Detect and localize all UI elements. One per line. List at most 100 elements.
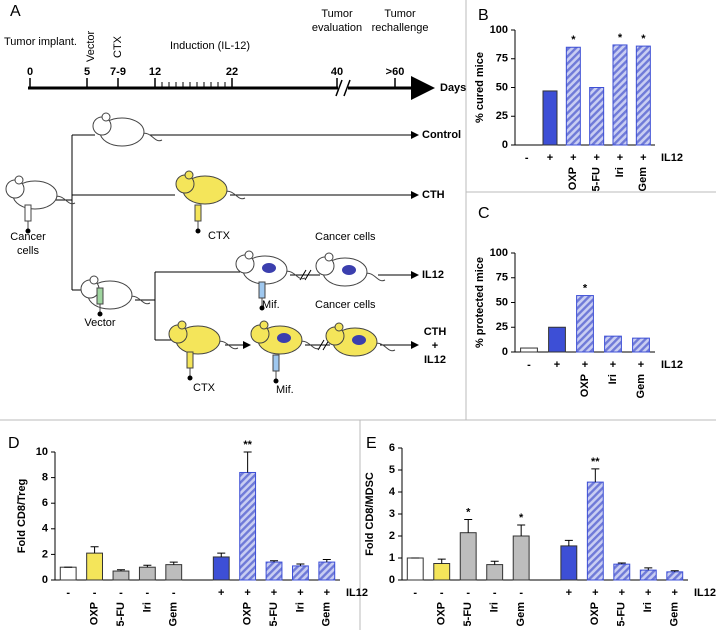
bar bbox=[86, 552, 103, 581]
y-tick-label: 6 bbox=[42, 497, 48, 509]
y-tick-label: 0 bbox=[502, 139, 508, 151]
bar bbox=[548, 326, 566, 353]
bar bbox=[265, 561, 283, 581]
il12-label: IL12 bbox=[694, 587, 716, 599]
y-tick-label: 0 bbox=[502, 346, 508, 358]
mouse bbox=[235, 250, 306, 285]
y-axis-label: % cured mice bbox=[474, 52, 486, 123]
x-tick-label: Iri bbox=[141, 602, 153, 612]
x-tick-label: 5-FU bbox=[616, 602, 628, 627]
mouse bbox=[250, 320, 321, 355]
event-label: Tumor bbox=[321, 8, 353, 20]
arm-label: CTH bbox=[424, 326, 447, 338]
bar bbox=[639, 569, 657, 581]
tumor bbox=[262, 263, 276, 273]
x-tick-label: OXP bbox=[242, 602, 254, 625]
y-tick-label: 50 bbox=[496, 296, 508, 308]
event-label: Tumor bbox=[384, 8, 416, 20]
timeline-tick-label: 40 bbox=[331, 66, 343, 78]
bar bbox=[486, 564, 504, 581]
diagram: A Tumor implant. Vector CTX Induction (I… bbox=[4, 3, 466, 396]
significance: * bbox=[519, 512, 524, 524]
mouse bbox=[325, 322, 396, 357]
arm-label: + bbox=[432, 340, 438, 352]
bar bbox=[239, 471, 257, 581]
x-tick-label: 5-FU bbox=[591, 167, 603, 192]
y-axis-label: % protected mice bbox=[474, 257, 486, 348]
il12-sign: + bbox=[324, 587, 330, 599]
syringe-barrel bbox=[258, 281, 266, 299]
il12-label: IL12 bbox=[661, 359, 683, 371]
mouse bbox=[168, 320, 239, 355]
il12-sign: + bbox=[218, 587, 224, 599]
il12-sign: - bbox=[527, 359, 531, 371]
il12-sign: + bbox=[582, 359, 588, 371]
il12-sign: - bbox=[413, 587, 417, 599]
y-tick-label: 4 bbox=[389, 486, 396, 498]
y-tick-label: 10 bbox=[36, 446, 48, 458]
significance: * bbox=[618, 32, 623, 44]
x-tick-label: Gem bbox=[669, 602, 681, 627]
y-tick-label: 5 bbox=[389, 464, 395, 476]
il12-sign: + bbox=[640, 152, 646, 164]
error-bar bbox=[490, 560, 499, 565]
il12-sign: - bbox=[466, 587, 470, 599]
il12-sign: - bbox=[440, 587, 444, 599]
timeline-tick-label: 22 bbox=[226, 66, 238, 78]
il12-sign: - bbox=[119, 587, 123, 599]
syringe-barrel bbox=[194, 204, 202, 222]
il12-sign: + bbox=[570, 152, 576, 164]
bar bbox=[612, 44, 628, 146]
y-tick-label: 6 bbox=[389, 442, 395, 454]
il12-sign: - bbox=[172, 587, 176, 599]
mouse-ear bbox=[324, 252, 334, 262]
significance: * bbox=[466, 506, 471, 518]
mouse-ear bbox=[177, 320, 187, 330]
y-tick-label: 25 bbox=[496, 110, 508, 122]
il12-sign: + bbox=[672, 587, 678, 599]
significance: ** bbox=[243, 439, 252, 451]
il12-sign: - bbox=[525, 152, 529, 164]
node-label: Cancer cells bbox=[315, 231, 376, 243]
x-tick-label: OXP bbox=[589, 602, 601, 625]
il12-sign: - bbox=[519, 587, 523, 599]
node-label: Cancer bbox=[10, 231, 46, 243]
event-label: evaluation bbox=[312, 22, 362, 34]
x-tick-label: 5-FU bbox=[115, 602, 127, 627]
node-label: Cancer cells bbox=[315, 299, 376, 311]
il12-label: IL12 bbox=[346, 587, 368, 599]
syringe-barrel bbox=[24, 204, 32, 222]
axis-label: Days bbox=[440, 82, 466, 94]
bar bbox=[560, 545, 578, 581]
bar bbox=[589, 87, 605, 146]
error-bar bbox=[437, 558, 446, 564]
il12-sign: + bbox=[610, 359, 616, 371]
y-tick-label: 8 bbox=[42, 472, 48, 484]
panel-label: E bbox=[366, 435, 377, 452]
significance: ** bbox=[591, 456, 600, 468]
syringe-plunger bbox=[25, 228, 31, 234]
il12-sign: + bbox=[297, 587, 303, 599]
y-axis-label: Fold CD8/Treg bbox=[16, 479, 28, 554]
tree bbox=[55, 131, 419, 351]
il12-sign: + bbox=[617, 152, 623, 164]
bar bbox=[632, 337, 650, 353]
y-tick-label: 4 bbox=[42, 523, 49, 535]
syringe-barrel bbox=[272, 354, 280, 372]
bar bbox=[138, 566, 156, 581]
syringe bbox=[272, 354, 280, 384]
error-bar bbox=[644, 567, 653, 571]
event-label: rechallenge bbox=[372, 22, 429, 34]
mouse bbox=[80, 275, 151, 310]
x-tick-label: OXP bbox=[88, 602, 100, 625]
mouse bbox=[92, 112, 163, 147]
significance: * bbox=[583, 282, 588, 294]
bar bbox=[318, 561, 336, 581]
bar bbox=[520, 347, 538, 353]
y-tick-label: 75 bbox=[496, 272, 508, 284]
node-label: Mif. bbox=[276, 384, 294, 396]
syringe-barrel bbox=[96, 287, 104, 305]
tumor bbox=[342, 265, 356, 275]
x-tick-label: Gem bbox=[637, 167, 649, 192]
